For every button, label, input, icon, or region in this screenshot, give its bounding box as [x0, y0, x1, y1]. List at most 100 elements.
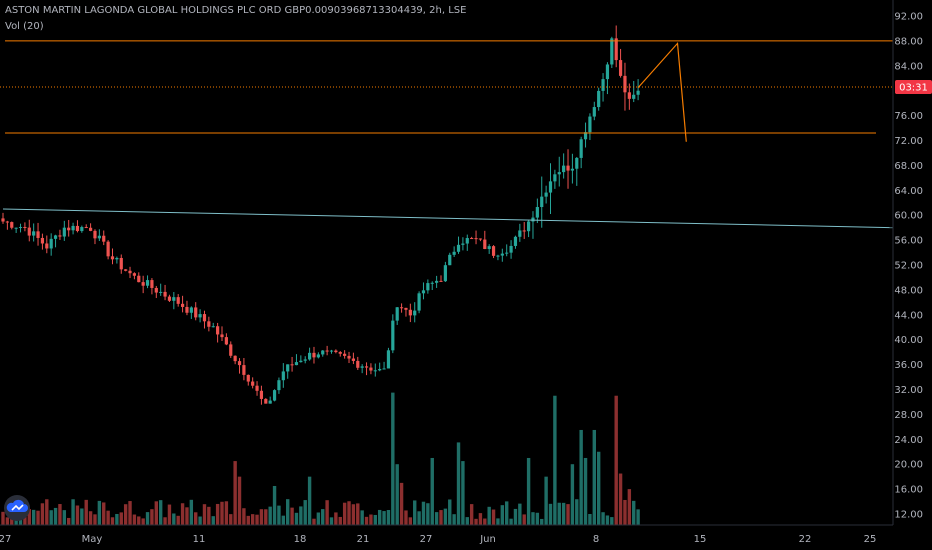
volume-bar	[119, 512, 123, 526]
candle-body	[456, 244, 461, 252]
volume-bar	[277, 505, 281, 526]
candle-body	[391, 320, 395, 351]
volume-bar	[172, 513, 176, 526]
candle-body	[286, 364, 290, 372]
volume-bar	[408, 517, 413, 526]
volume-bar	[505, 501, 509, 526]
candle-body	[71, 225, 75, 231]
tradingview-cloud-icon	[6, 499, 28, 512]
candle-body	[255, 385, 259, 391]
x-tick-label: 25	[864, 534, 877, 545]
candle-body	[382, 368, 386, 370]
y-tick-label: 84.00	[894, 61, 923, 72]
volume-bar	[338, 516, 342, 526]
y-tick-label: 36.00	[894, 360, 923, 371]
tradingview-logo[interactable]	[4, 495, 30, 521]
volume-bar	[141, 518, 145, 526]
volume-bar	[246, 515, 250, 526]
candle-body	[478, 238, 483, 240]
volume-bar	[62, 510, 67, 526]
volume-bar	[500, 505, 505, 526]
projection-path[interactable]	[637, 41, 687, 142]
candle-body	[211, 326, 215, 328]
y-tick-label: 68.00	[894, 161, 923, 172]
candle-body	[264, 398, 268, 404]
volume-bar	[88, 511, 93, 526]
drawing-lines[interactable]	[0, 40, 894, 229]
volume-bar	[75, 505, 80, 526]
volume-bar	[544, 476, 548, 526]
candle-body	[575, 157, 579, 169]
volume-bar	[373, 514, 377, 526]
volume-bar	[281, 515, 286, 526]
volume-bar	[386, 510, 391, 526]
candle-body	[259, 390, 264, 399]
candle-body	[483, 239, 487, 250]
price-axis[interactable]: 92.0088.0084.0080.0076.0072.0068.0064.00…	[892, 0, 923, 525]
volume-bar	[395, 464, 399, 526]
volume-bar	[264, 509, 268, 526]
volume-bar	[526, 457, 531, 526]
volume-bar	[570, 464, 575, 526]
volume-bar	[49, 510, 53, 526]
time-axis[interactable]: 27 May 11 18 21 27 Jun 8 15 22 25	[0, 524, 893, 545]
candle-body	[53, 235, 58, 239]
y-tick-label: 20.00	[894, 460, 923, 471]
volume-bar	[391, 392, 395, 526]
candle-body	[224, 337, 228, 345]
volume-bar	[237, 476, 242, 526]
volume-bar	[614, 395, 618, 526]
candle-body	[399, 307, 404, 309]
candle-body	[80, 227, 84, 232]
candle-body	[23, 226, 27, 228]
volume-bar	[632, 500, 636, 526]
candle-body	[216, 326, 220, 335]
y-tick-label: 76.00	[894, 111, 923, 122]
candle-body	[610, 38, 614, 65]
volume-bar	[185, 507, 189, 526]
candle-body	[356, 360, 360, 368]
candle-body	[583, 132, 588, 140]
y-tick-label: 48.00	[894, 285, 923, 296]
volume-bar	[430, 457, 434, 526]
candle-body	[27, 227, 31, 236]
candle-body	[562, 165, 566, 173]
volume-bar	[132, 514, 137, 526]
volume-bar	[535, 512, 540, 526]
candle-body	[163, 291, 167, 297]
trend-line[interactable]	[2, 208, 894, 229]
volume-bar	[250, 514, 255, 526]
candle-body	[62, 227, 66, 237]
candle-body	[233, 355, 237, 362]
volume-bar	[5, 517, 10, 526]
volume-bar	[483, 518, 487, 526]
candle-body	[202, 314, 207, 322]
candle-body	[618, 60, 623, 76]
volume-bar	[364, 516, 369, 526]
y-tick-label: 88.00	[894, 36, 923, 47]
candle-body	[347, 355, 351, 359]
candle-body	[194, 307, 198, 318]
volume-bar	[434, 512, 439, 526]
volume-bar	[202, 504, 207, 526]
candle-body	[465, 238, 469, 244]
candle-body	[84, 227, 88, 229]
candle-body	[1, 218, 5, 222]
volume-bar	[115, 513, 119, 526]
candle-body	[386, 350, 391, 369]
candle-body	[496, 255, 500, 257]
candle-body	[316, 354, 320, 358]
candle-body	[435, 280, 439, 283]
volume-bar	[102, 502, 106, 526]
candle-body	[294, 362, 299, 366]
volume-bar	[426, 503, 430, 526]
volume-bar	[229, 514, 233, 526]
volume-bar	[268, 506, 272, 526]
candle-body	[566, 165, 570, 171]
candle-body	[439, 280, 443, 282]
volume-bar	[329, 517, 334, 526]
y-tick-label: 32.00	[894, 385, 923, 396]
candle-body	[18, 226, 23, 228]
candle-body	[40, 237, 45, 244]
